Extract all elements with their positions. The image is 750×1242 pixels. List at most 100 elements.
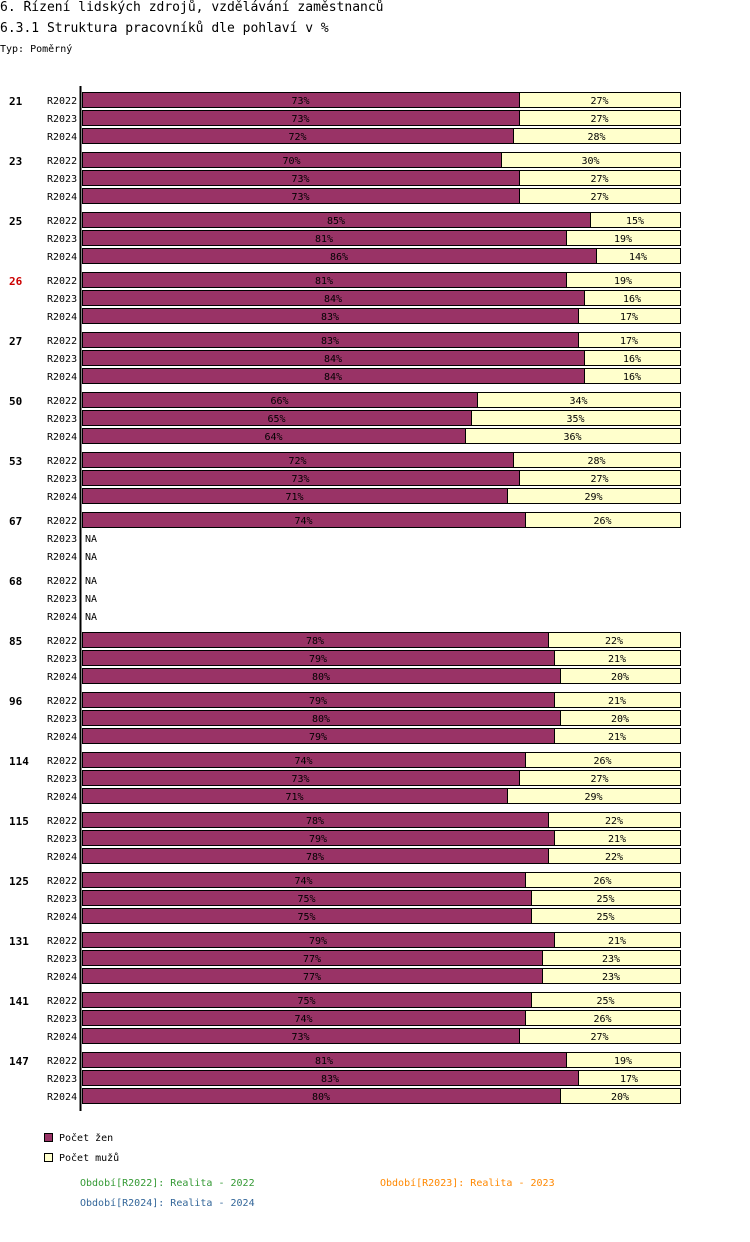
bar-men [548, 848, 681, 864]
bar-men [477, 392, 681, 408]
period-label: R2022 [47, 396, 77, 407]
bar-men [501, 152, 681, 168]
bar-men [584, 290, 681, 306]
period-label: R2023 [47, 114, 77, 125]
bar-men [542, 950, 681, 966]
data-label-women: 72% [288, 456, 306, 467]
data-label-women: 74% [294, 756, 312, 767]
bar-men [519, 1028, 681, 1044]
group-label: 67 [9, 515, 22, 528]
period-label: R2023 [47, 354, 77, 365]
group-label: 96 [9, 695, 23, 708]
group-label: 27 [9, 335, 22, 348]
period-label: R2022 [47, 216, 77, 227]
period-label: R2022 [47, 636, 77, 647]
data-label-women: 73% [291, 96, 309, 107]
period-label: R2024 [47, 192, 77, 203]
data-label-women: 75% [297, 996, 315, 1007]
data-label-men: 20% [611, 1092, 629, 1103]
bar-men [507, 788, 681, 804]
data-label-women: 79% [309, 696, 327, 707]
period-label: R2023 [47, 774, 77, 785]
na-label: NA [85, 612, 97, 623]
data-label-men: 17% [620, 312, 638, 323]
data-label-women: 78% [306, 852, 324, 863]
data-label-women: 66% [270, 396, 288, 407]
legend-label-women: Počet žen [59, 1133, 114, 1144]
data-label-men: 23% [602, 972, 620, 983]
bar-men [542, 968, 681, 984]
data-label-men: 30% [581, 156, 599, 167]
period-label: R2022 [47, 876, 77, 887]
period-label: R2022 [47, 996, 77, 1007]
bar-men [525, 872, 681, 888]
period-note-2023: Období[R2023]: Realita - 2023 [380, 1178, 555, 1189]
data-label-men: 21% [608, 696, 626, 707]
data-label-women: 70% [282, 156, 300, 167]
period-label: R2023 [47, 174, 77, 185]
data-label-women: 83% [321, 312, 339, 323]
data-label-men: 17% [620, 1074, 638, 1085]
period-label: R2024 [47, 552, 77, 563]
period-label: R2023 [47, 1074, 77, 1085]
data-label-women: 80% [312, 672, 330, 683]
data-label-men: 16% [623, 372, 641, 383]
bar-men [590, 212, 681, 228]
bar-men [548, 812, 681, 828]
period-label: R2023 [47, 234, 77, 245]
data-label-women: 80% [312, 714, 330, 725]
group-label: 115 [9, 815, 29, 828]
period-label: R2024 [47, 972, 77, 983]
period-label: R2024 [47, 252, 77, 263]
data-label-women: 73% [291, 174, 309, 185]
period-label: R2024 [47, 132, 77, 143]
data-label-women: 80% [312, 1092, 330, 1103]
legend-label-men: Počet mužů [59, 1153, 120, 1164]
period-label: R2024 [47, 792, 77, 803]
na-label: NA [85, 576, 97, 587]
period-note-2022: Období[R2022]: Realita - 2022 [80, 1178, 255, 1189]
period-label: R2024 [47, 432, 77, 443]
period-label: R2024 [47, 612, 77, 623]
data-label-women: 84% [324, 372, 342, 383]
data-label-men: 27% [590, 774, 608, 785]
data-label-women: 77% [303, 972, 321, 983]
data-label-men: 29% [584, 492, 602, 503]
data-label-women: 78% [306, 816, 324, 827]
bar-men [560, 668, 681, 684]
data-label-men: 16% [623, 294, 641, 305]
bar-men [525, 512, 681, 528]
data-label-women: 83% [321, 336, 339, 347]
data-label-men: 20% [611, 672, 629, 683]
data-label-men: 14% [629, 252, 647, 263]
period-label: R2024 [47, 852, 77, 863]
period-label: R2023 [47, 714, 77, 725]
bar-men [513, 452, 681, 468]
period-label: R2024 [47, 672, 77, 683]
bar-men [554, 692, 681, 708]
data-label-men: 21% [608, 834, 626, 845]
data-label-men: 36% [563, 432, 581, 443]
data-label-men: 19% [614, 276, 632, 287]
data-label-men: 21% [608, 936, 626, 947]
data-label-men: 17% [620, 336, 638, 347]
bar-men [578, 1070, 681, 1086]
period-label: R2024 [47, 732, 77, 743]
bar-men [548, 632, 681, 648]
data-label-men: 25% [596, 894, 614, 905]
data-label-women: 73% [291, 474, 309, 485]
period-label: R2024 [47, 492, 77, 503]
data-label-women: 75% [297, 894, 315, 905]
bar-men [566, 272, 681, 288]
legend-item-men: Počet mužů [44, 1152, 120, 1165]
data-label-men: 26% [593, 1014, 611, 1025]
data-label-women: 77% [303, 954, 321, 965]
data-label-women: 71% [285, 792, 303, 803]
data-label-women: 79% [309, 732, 327, 743]
bar-men [554, 728, 681, 744]
period-label: R2022 [47, 696, 77, 707]
bar-men [525, 1010, 681, 1026]
bar-men [584, 350, 681, 366]
data-label-women: 75% [297, 912, 315, 923]
bar-men [554, 830, 681, 846]
